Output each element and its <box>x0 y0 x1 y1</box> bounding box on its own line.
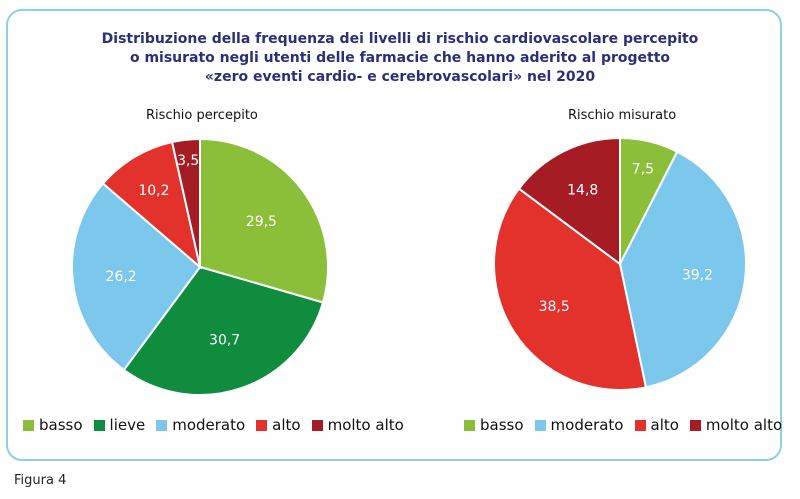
legend-item-alto: alto <box>634 416 679 434</box>
title-line-2: o misurato negli utenti delle farmacie c… <box>129 50 671 66</box>
title-line-1: Distribuzione della frequenza dei livell… <box>101 31 699 47</box>
legend-label: moderato <box>172 416 246 434</box>
legend-label: basso <box>480 416 524 434</box>
legend-label: molto alto <box>705 416 783 434</box>
figure-title: Distribuzione della frequenza dei livell… <box>20 30 780 87</box>
pie-rischio-misurato: 7,5 39,2 38,5 14,8 <box>493 136 747 391</box>
legend-swatch <box>634 419 646 431</box>
legend-item-moderato: moderato <box>534 416 624 434</box>
data-label-moderato: 26,2 <box>106 269 137 285</box>
legend-swatch <box>93 419 105 431</box>
legend-swatch <box>464 419 475 431</box>
legend-item-moderato: moderato <box>156 416 245 434</box>
pie-slice-moderato <box>71 182 202 372</box>
chart-title-percepito: Rischio percepito <box>146 108 258 123</box>
legend-label: lieve <box>109 416 146 434</box>
chart-title-misurato: Rischio misurato <box>568 108 677 123</box>
legend-item-lieve: lieve <box>93 416 146 434</box>
pie-slice-moderato <box>618 150 747 389</box>
data-label-molto-alto: 14,8 <box>567 183 598 199</box>
pie-slice-basso <box>199 137 329 304</box>
legend-label: alto <box>650 416 679 434</box>
legend-label: alto <box>272 416 301 434</box>
pie-rischio-percepito: 29,5 30,7 26,2 10,2 3,5 <box>71 137 329 396</box>
title-line-3: «zero eventi cardio- e cerebrovascolari»… <box>204 69 596 85</box>
data-label-molto-alto: 3,5 <box>177 153 199 169</box>
legend-swatch <box>156 419 168 431</box>
legend-label: molto alto <box>327 416 404 434</box>
data-label-basso: 29,5 <box>246 214 277 230</box>
legend-swatch <box>689 419 701 431</box>
data-label-lieve: 30,7 <box>209 333 240 349</box>
legend-item-molto-alto: molto alto <box>311 416 404 434</box>
legend-swatch <box>256 419 268 431</box>
legend-label: moderato <box>550 416 624 434</box>
data-label-basso: 7,5 <box>632 161 654 177</box>
data-label-alto: 38,5 <box>539 299 570 315</box>
legend-misurato: basso moderato alto molto alto <box>464 416 793 434</box>
pie-slice-alto <box>493 187 648 391</box>
legend-swatch <box>311 419 323 431</box>
legend-label: basso <box>39 416 83 434</box>
pie-slice-alto <box>101 140 202 270</box>
legend-swatch <box>23 419 34 431</box>
legend-swatch <box>534 419 546 431</box>
data-label-moderato: 39,2 <box>682 267 713 283</box>
legend-item-molto-alto: molto alto <box>689 416 783 434</box>
legend-item-basso: basso <box>23 416 83 434</box>
data-label-alto: 10,2 <box>138 183 169 199</box>
legend-percepito: basso lieve moderato alto molto alto <box>23 416 415 434</box>
pie-slice-lieve <box>122 265 325 396</box>
legend-item-alto: alto <box>256 416 301 434</box>
figure-frame <box>6 9 782 461</box>
pie-slice-molto-alto <box>170 137 201 268</box>
pie-slice-molto-alto <box>517 136 621 266</box>
legend-item-basso: basso <box>464 416 524 434</box>
figure-caption: Figura 4 <box>14 473 67 488</box>
